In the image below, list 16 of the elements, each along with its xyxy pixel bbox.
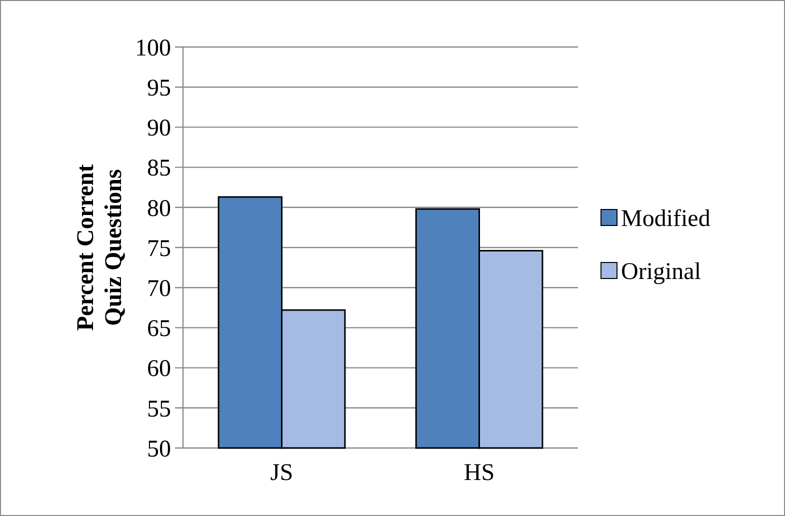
legend-label: Modified: [621, 206, 710, 232]
y-tick-label: 90: [147, 116, 171, 142]
y-axis-title: Percent Corrent Quiz Questions: [73, 164, 127, 331]
y-tick-label: 80: [147, 196, 171, 222]
legend-label: Original: [621, 258, 702, 285]
y-tick-label: 75: [147, 236, 171, 262]
y-tick-label: 95: [147, 76, 171, 102]
y-tick-label: 55: [147, 396, 171, 422]
y-tick-label: 85: [147, 156, 171, 182]
y-tick-label: 100: [135, 35, 171, 62]
x-tick-label: JS: [270, 460, 294, 486]
y-tick-label: 50: [147, 436, 171, 462]
x-tick-label: HS: [464, 460, 495, 486]
y-tick-label: 65: [147, 316, 171, 342]
y-tick-label: 60: [147, 356, 171, 382]
y-tick-label: 70: [147, 276, 171, 302]
